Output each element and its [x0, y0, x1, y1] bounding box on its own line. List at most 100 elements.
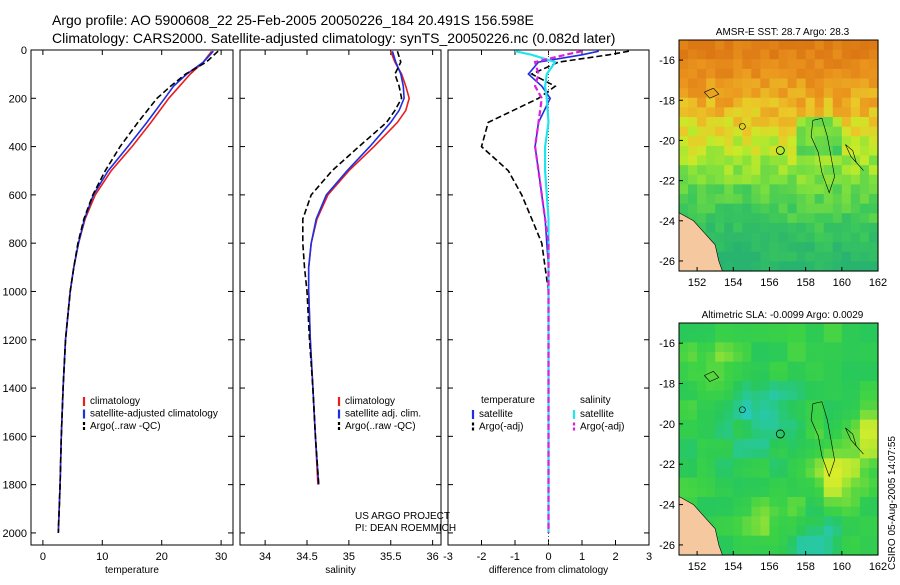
- map-cell: [769, 497, 780, 508]
- map-cell: [760, 429, 771, 440]
- map-title: AMSR-E SST: 28.7 Argo: 28.3: [716, 27, 850, 38]
- map-cell: [706, 390, 716, 401]
- map-cell: [850, 194, 861, 205]
- map-cell: [688, 429, 698, 440]
- map-cell: [769, 232, 780, 243]
- map-cell: [850, 136, 861, 147]
- map-cell: [679, 155, 689, 166]
- map-cell: [787, 117, 798, 128]
- map-cell: [724, 213, 734, 224]
- map-cell: [859, 49, 870, 60]
- map-cell: [724, 203, 734, 214]
- x-tick-label: 154: [724, 561, 742, 573]
- map-cell: [796, 97, 807, 108]
- map-cell: [715, 251, 725, 262]
- map-cell: [751, 203, 762, 214]
- map-cell: [868, 49, 879, 60]
- map-cell: [724, 222, 734, 234]
- map-cell: [841, 429, 852, 440]
- map-cell: [697, 213, 707, 224]
- map-cell: [769, 506, 780, 517]
- map-cell: [742, 497, 752, 508]
- map-cell: [850, 242, 861, 253]
- map-cell: [796, 261, 807, 272]
- map-cell: [868, 545, 879, 556]
- map-cell: [805, 371, 816, 382]
- map-cell: [814, 165, 825, 176]
- map-cell: [841, 222, 852, 234]
- map-cell: [688, 174, 698, 185]
- map-cell: [823, 251, 834, 262]
- map-cell: [724, 194, 734, 205]
- map-cell: [679, 78, 689, 89]
- map-cell: [868, 117, 879, 128]
- map-cell: [742, 332, 752, 343]
- map-cell: [823, 516, 834, 527]
- map-cell: [724, 232, 734, 243]
- map-cell: [760, 184, 771, 195]
- map-cell: [769, 429, 780, 440]
- map-cell: [850, 381, 861, 392]
- map-cell: [751, 323, 762, 334]
- map-cell: [796, 222, 807, 234]
- map-cell: [733, 165, 743, 176]
- map-cell: [742, 506, 752, 517]
- map-cell: [805, 251, 816, 262]
- reef-contour: [704, 371, 720, 382]
- map-cell: [688, 165, 698, 176]
- map-cell: [796, 535, 807, 546]
- map-cell: [751, 40, 762, 51]
- map-cell: [823, 390, 834, 401]
- series-line-argo-raw-qc-: [57, 50, 219, 533]
- map-cell: [733, 232, 743, 243]
- map-cell: [688, 145, 698, 157]
- map-cell: [706, 222, 716, 234]
- map-cell: [688, 419, 698, 430]
- map-cell: [868, 40, 879, 51]
- map-cell: [814, 323, 825, 334]
- profile-location-marker: [775, 429, 785, 439]
- map-cell: [679, 487, 689, 498]
- map-cell: [769, 352, 780, 363]
- map-cell: [706, 477, 716, 488]
- map-cell: [715, 390, 725, 401]
- reef-contour: [739, 123, 746, 130]
- map-cell: [724, 516, 734, 527]
- map-cell: [697, 506, 707, 517]
- map-cell: [688, 126, 698, 137]
- map-cell: [679, 97, 689, 108]
- map-cell: [841, 184, 852, 195]
- map-cell: [814, 448, 825, 459]
- map-cell: [778, 371, 789, 382]
- map-cell: [697, 49, 707, 60]
- map-cell: [760, 203, 771, 214]
- x-tick-label: -1: [510, 551, 520, 563]
- map-cell: [769, 332, 780, 343]
- map-cell: [841, 59, 852, 70]
- map-cell: [814, 78, 825, 89]
- map-cell: [805, 184, 816, 195]
- x-tick-label: 10: [96, 551, 108, 563]
- map-cell: [706, 458, 716, 469]
- map-cell: [769, 261, 780, 272]
- map-cell: [778, 468, 789, 479]
- map-cell: [823, 213, 834, 224]
- map-cell: [841, 49, 852, 60]
- map-cell: [769, 516, 780, 527]
- map-cell: [859, 88, 870, 99]
- map-cell: [823, 400, 834, 411]
- map-cell: [796, 477, 807, 488]
- map-cell: [742, 458, 752, 469]
- map-cell: [805, 136, 816, 147]
- map-cell: [706, 203, 716, 214]
- map-cell: [850, 59, 861, 70]
- map-cell: [742, 439, 752, 450]
- map-cell: [697, 145, 707, 157]
- map-cell: [751, 487, 762, 498]
- map-cell: [715, 477, 725, 488]
- map-cell: [679, 88, 689, 99]
- map-cell: [859, 203, 870, 214]
- map-cell: [697, 97, 707, 108]
- map-cell: [859, 400, 870, 411]
- map-cell: [778, 535, 789, 546]
